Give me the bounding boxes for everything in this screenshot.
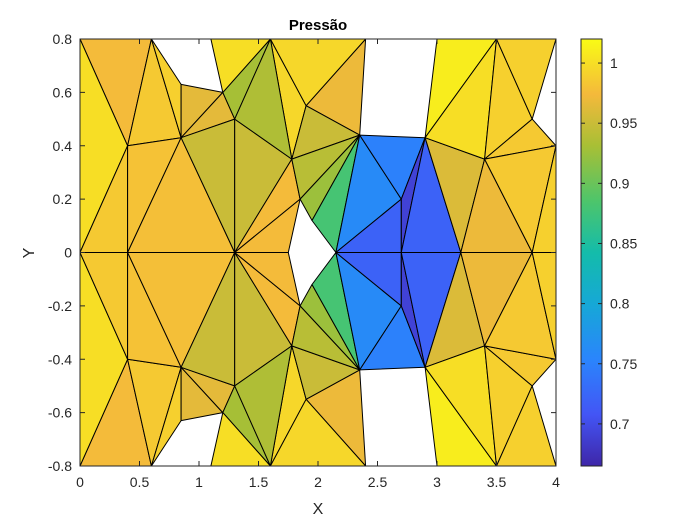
chart-title: Pressão — [289, 17, 347, 34]
mesh-triangle-73 — [234, 252, 301, 307]
colorbar-tick-label: 0.7 — [610, 416, 630, 432]
mesh-triangle-29 — [496, 39, 556, 120]
colorbar — [580, 38, 603, 467]
x-tick-label: 0.5 — [130, 474, 150, 490]
x-tick-label: 4 — [552, 474, 560, 490]
x-tick-label: 0 — [76, 474, 84, 490]
mesh-plot — [80, 39, 556, 466]
y-tick-label: -0.6 — [48, 405, 72, 421]
x-tick-label: 2 — [314, 474, 322, 490]
mesh-triangle-69 — [210, 412, 271, 466]
y-tick-label: 0.8 — [53, 31, 73, 47]
mesh-triangle-13 — [234, 39, 293, 160]
colorbar-tick-label: 0.95 — [610, 115, 637, 131]
mesh-triangle-63 — [496, 385, 556, 466]
colorbar-tick-label: 0.75 — [610, 356, 637, 372]
y-tick-label: 0.4 — [53, 138, 73, 154]
mesh-triangle-67 — [531, 252, 556, 360]
x-tick-label: 2.5 — [368, 474, 388, 490]
x-tick-label: 1 — [195, 474, 203, 490]
y-tick-label: 0.6 — [53, 84, 73, 100]
x-tick-label: 3 — [433, 474, 441, 490]
mesh-triangle-68 — [210, 39, 271, 93]
y-tick-label: -0.4 — [48, 351, 72, 367]
colorbar-ticks: 1 0.95 0.9 0.85 0.8 0.75 0.7 — [581, 55, 637, 432]
mesh-triangle-70 — [269, 39, 367, 107]
x-tick-label: 1.5 — [249, 474, 269, 490]
x-axis-label: X — [313, 501, 324, 518]
y-tick-label: 0 — [64, 245, 72, 261]
y-tick-label: -0.2 — [48, 298, 72, 314]
y-tick-label: 0.2 — [53, 191, 73, 207]
colorbar-tick-label: 0.8 — [610, 296, 630, 312]
mesh-triangle-71 — [269, 398, 367, 466]
y-axis-label: Y — [21, 247, 38, 258]
colorbar-tick-label: 0.9 — [610, 175, 630, 191]
y-tick-label: -0.8 — [48, 458, 72, 474]
y-axis-ticks: 0.8 0.6 0.4 0.2 0 -0.2 -0.4 -0.6 -0.8 — [48, 31, 556, 474]
mesh-triangle-47 — [234, 345, 293, 466]
x-tick-label: 3.5 — [487, 474, 507, 490]
colorbar-tick-label: 0.85 — [610, 235, 637, 251]
x-axis-ticks: 0 0.5 1 1.5 2 2.5 3 3.5 4 — [76, 39, 560, 490]
colorbar-tick-label: 1 — [610, 55, 618, 71]
